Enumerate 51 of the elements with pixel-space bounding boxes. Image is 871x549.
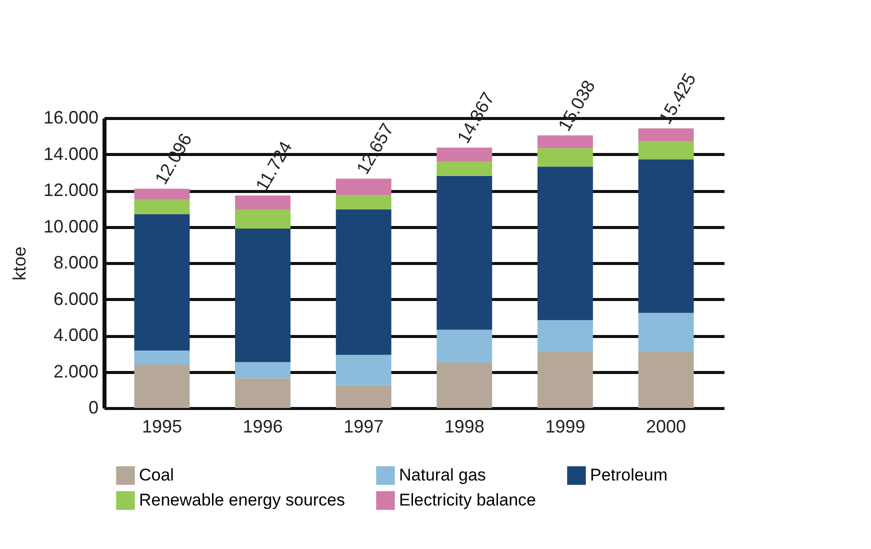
x-tick-label: 2000 xyxy=(646,416,686,436)
bar xyxy=(436,162,492,176)
legend-label: Coal xyxy=(139,466,174,485)
bar xyxy=(134,350,190,364)
bar xyxy=(537,320,593,352)
y-axis-title: ktoe xyxy=(9,246,30,281)
x-tick-label: 1996 xyxy=(242,416,283,436)
y-tick-label: 12.000 xyxy=(43,180,98,200)
bar xyxy=(638,128,694,142)
bar xyxy=(638,312,694,352)
bar xyxy=(537,166,593,320)
y-tick-label: 16.000 xyxy=(43,108,98,128)
y-tick-label: 0 xyxy=(88,398,98,418)
x-tick-label: 1997 xyxy=(344,416,384,436)
bar xyxy=(336,385,392,408)
y-tick-label: 10.000 xyxy=(43,216,98,236)
y-tick-label: 6.000 xyxy=(53,288,98,309)
x-tick-label: 1995 xyxy=(142,416,182,436)
bar xyxy=(537,351,593,408)
legend-label: Petroleum xyxy=(590,466,668,485)
y-tick-label: 4.000 xyxy=(53,325,98,345)
bar xyxy=(134,188,190,200)
bar xyxy=(235,196,291,210)
bar xyxy=(436,176,492,330)
bar xyxy=(336,195,392,210)
bar xyxy=(336,210,392,355)
bar xyxy=(235,362,291,378)
y-tick-label: 2.000 xyxy=(53,361,98,382)
bar xyxy=(134,200,190,214)
bar xyxy=(235,378,291,408)
bar xyxy=(235,228,291,362)
bar xyxy=(436,362,492,408)
y-tick-label: 14.000 xyxy=(43,144,98,164)
legend-label: Renewable energy sources xyxy=(139,490,346,510)
legend-label: Electricity balance xyxy=(399,490,536,510)
bar xyxy=(134,364,190,408)
x-tick-label: 1999 xyxy=(545,416,586,436)
legend-label: Natural gas xyxy=(399,466,486,485)
y-tick-label: 8.000 xyxy=(53,252,98,272)
bar xyxy=(235,210,291,229)
bar xyxy=(436,330,492,363)
bar xyxy=(537,135,593,148)
x-tick-label: 1998 xyxy=(444,416,484,436)
bar xyxy=(436,148,492,162)
bar xyxy=(336,354,392,386)
bar xyxy=(638,141,694,160)
bar xyxy=(638,351,694,408)
bar xyxy=(638,160,694,313)
bar xyxy=(537,148,593,167)
bar xyxy=(134,214,190,351)
bar xyxy=(336,178,392,196)
